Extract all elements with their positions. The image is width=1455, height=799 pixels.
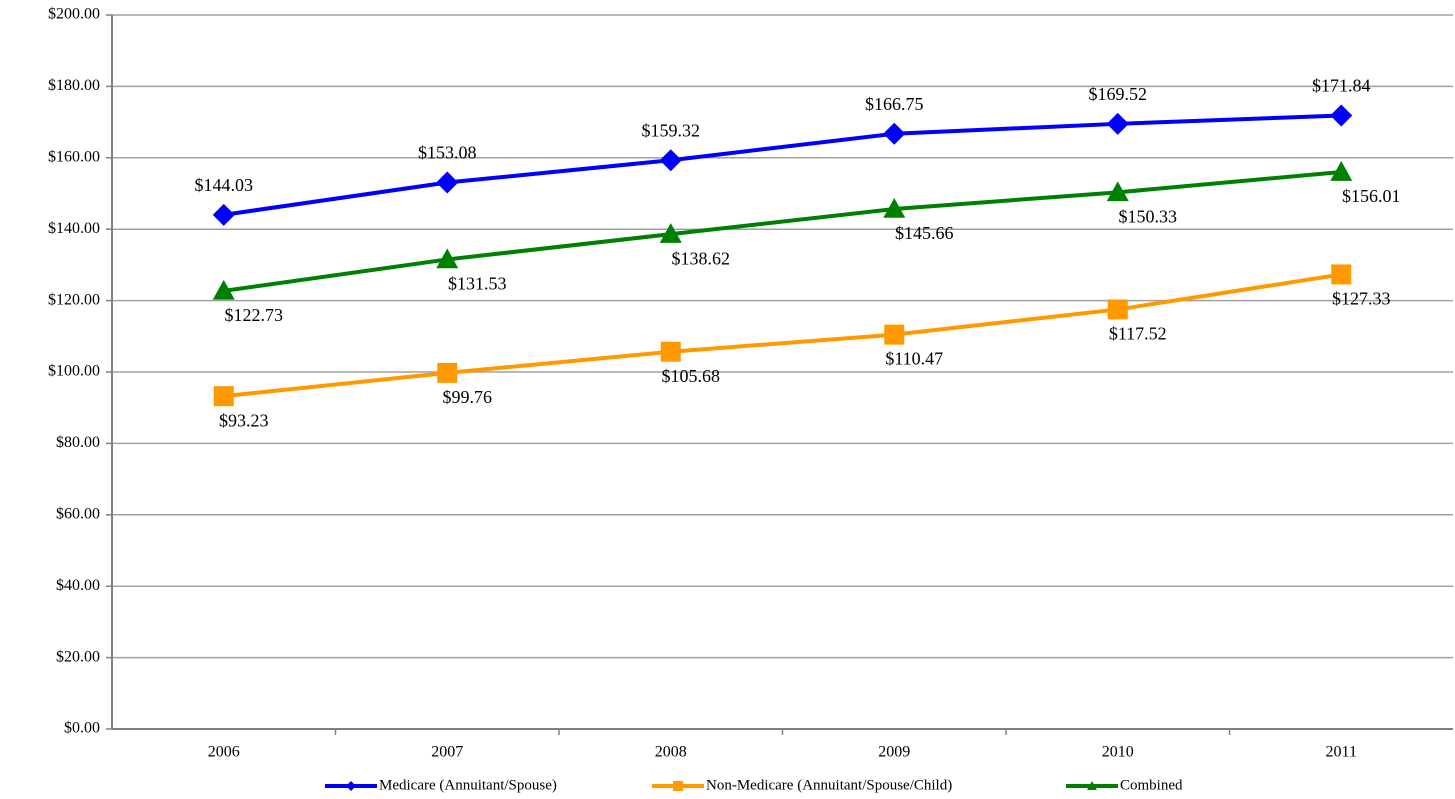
marker <box>883 197 906 218</box>
value-label: $166.75 <box>865 94 924 114</box>
legend-marker <box>673 781 683 791</box>
value-label: $117.52 <box>1109 324 1167 344</box>
value-label: $99.76 <box>443 387 493 407</box>
value-label: $144.03 <box>195 175 254 195</box>
series-line <box>223 113 1342 217</box>
value-label: $131.53 <box>448 274 507 294</box>
marker <box>1330 161 1353 181</box>
marker <box>1330 104 1353 127</box>
legend-label: Non-Medicare (Annuitant/Spouse/Child) <box>706 777 952 793</box>
y-tick-label: $120.00 <box>48 291 100 308</box>
marker <box>212 279 235 300</box>
value-label: $153.08 <box>418 143 477 163</box>
y-tick-label: $20.00 <box>56 648 100 665</box>
x-tick-label: 2010 <box>1102 744 1134 761</box>
marker <box>659 223 682 243</box>
marker <box>659 149 682 172</box>
y-tick-label: $80.00 <box>56 434 100 451</box>
x-tick-label: 2009 <box>878 744 910 761</box>
marker <box>436 248 459 269</box>
series-line <box>223 272 1342 399</box>
x-tick-label: 2006 <box>208 744 240 761</box>
marker <box>1107 299 1128 320</box>
value-label: $169.52 <box>1089 84 1148 104</box>
y-tick-label: $180.00 <box>48 77 100 94</box>
y-tick-label: $160.00 <box>48 148 100 165</box>
y-tick-label: $60.00 <box>56 505 100 522</box>
value-label: $159.32 <box>642 120 701 140</box>
y-tick-label: $200.00 <box>48 6 100 23</box>
marker <box>212 203 235 226</box>
marker <box>1106 181 1129 202</box>
value-label: $156.01 <box>1342 186 1401 206</box>
value-label: $105.68 <box>662 366 721 386</box>
value-label: $138.62 <box>672 248 731 268</box>
marker <box>660 341 681 362</box>
value-label: $122.73 <box>225 305 284 325</box>
marker <box>1331 264 1352 285</box>
marker <box>436 171 459 194</box>
x-tick-label: 2007 <box>431 744 463 761</box>
legend-label: Combined <box>1120 777 1183 793</box>
y-tick-label: $0.00 <box>64 720 100 737</box>
x-tick-label: 2011 <box>1326 744 1357 761</box>
legend-label: Medicare (Annuitant/Spouse) <box>379 777 557 793</box>
legend-marker <box>346 781 356 791</box>
x-tick-label: 2008 <box>655 744 687 761</box>
value-label: $171.84 <box>1312 76 1371 96</box>
marker <box>437 362 458 383</box>
marker <box>213 386 234 407</box>
marker <box>884 324 905 345</box>
value-label: $145.66 <box>895 223 954 243</box>
value-label: $110.47 <box>885 349 943 369</box>
value-label: $127.33 <box>1332 289 1391 309</box>
series-line <box>223 170 1342 293</box>
value-label: $150.33 <box>1119 206 1178 226</box>
y-tick-label: $140.00 <box>48 220 100 237</box>
y-tick-label: $100.00 <box>48 363 100 380</box>
y-tick-label: $40.00 <box>56 577 100 594</box>
value-label: $93.23 <box>219 410 269 430</box>
marker <box>883 122 906 145</box>
marker <box>1106 112 1129 135</box>
legend-marker <box>1087 781 1097 790</box>
